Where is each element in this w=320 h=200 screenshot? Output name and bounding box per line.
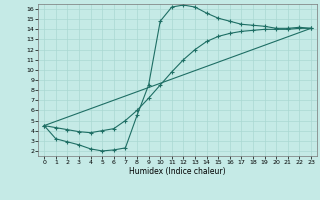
X-axis label: Humidex (Indice chaleur): Humidex (Indice chaleur) (129, 167, 226, 176)
